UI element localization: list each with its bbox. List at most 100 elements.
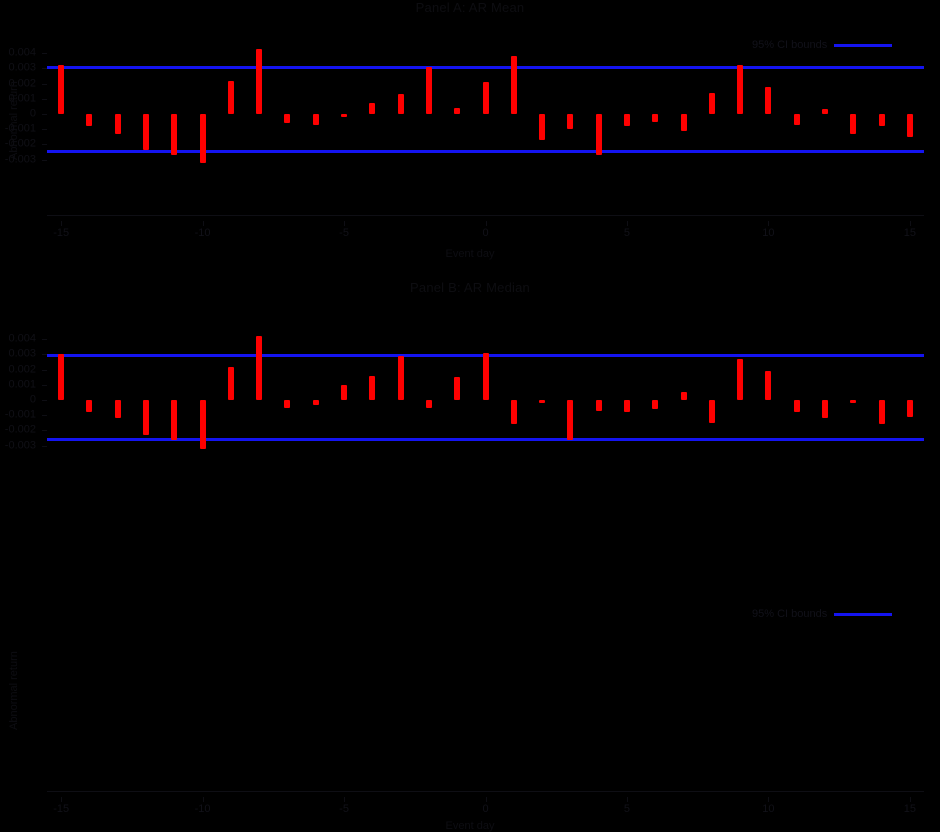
- x-tick-mark: [485, 221, 487, 226]
- bar: [227, 366, 234, 400]
- bar: [765, 371, 772, 400]
- bar: [567, 400, 574, 440]
- y-tick-label: 0: [29, 107, 36, 120]
- bar: [595, 400, 602, 411]
- bar: [510, 56, 517, 114]
- panel-a-x-axis-line: [47, 215, 924, 216]
- panel-b-legend-label: 95% CI bounds: [752, 608, 828, 620]
- x-tick-label: 15: [903, 803, 916, 815]
- panel-a-bars-layer: [47, 38, 924, 190]
- bar: [539, 114, 546, 140]
- y-tick-label: 0.004: [8, 332, 36, 345]
- bar: [143, 114, 150, 151]
- bar: [171, 400, 178, 440]
- x-tick-mark: [61, 221, 63, 226]
- y-tick-mark: [42, 400, 47, 401]
- bar: [256, 336, 263, 400]
- y-tick-label: -0.002: [4, 423, 36, 436]
- x-tick-label: 5: [623, 803, 630, 815]
- y-tick-label: 0: [29, 393, 36, 406]
- bar: [510, 400, 517, 425]
- panel-b-legend-swatch: [834, 612, 893, 616]
- x-tick-mark: [909, 797, 911, 802]
- y-tick-mark: [42, 369, 47, 371]
- bar: [284, 400, 291, 408]
- bar: [850, 400, 857, 404]
- panel-b-title: Panel B: AR Median: [410, 280, 530, 295]
- bar: [58, 354, 65, 400]
- x-tick-label: 0: [482, 803, 489, 815]
- bar: [86, 400, 93, 413]
- bar: [680, 114, 687, 131]
- bar: [227, 80, 234, 114]
- bar: [114, 400, 121, 419]
- y-tick-label: 0.004: [8, 46, 36, 59]
- bar: [737, 65, 744, 114]
- panel-b-x-ticks: -15 -10 -5 0 5 10 15: [0, 797, 940, 817]
- panel-b-y-axis-label: Abnormal return: [8, 651, 20, 730]
- bar: [623, 114, 630, 127]
- x-tick-label: -5: [339, 227, 349, 239]
- bar: [199, 400, 206, 449]
- bar: [652, 400, 659, 410]
- panel-b-x-axis-line: [47, 791, 924, 792]
- bar: [567, 114, 574, 130]
- panel-a-y-axis-label: Abnormal return: [8, 81, 20, 160]
- x-tick-mark: [344, 221, 346, 226]
- panel-b-legend: 95% CI bounds: [752, 605, 893, 623]
- chart-panel-a: Panel A: AR Mean 95% CI bounds 0.004 0.00…: [0, 0, 940, 280]
- bar: [425, 66, 432, 114]
- panel-a-legend-label: 95% CI bounds: [752, 39, 828, 51]
- panel-b-plot-area: [47, 324, 924, 476]
- x-tick-label: -10: [194, 803, 211, 815]
- x-tick-mark: [909, 221, 911, 226]
- bar: [821, 109, 828, 114]
- x-tick-label: -15: [53, 227, 70, 239]
- x-tick-mark: [768, 797, 770, 802]
- x-tick-mark: [202, 221, 204, 226]
- bar: [171, 114, 178, 156]
- bar: [708, 92, 715, 114]
- x-tick-label: -10: [194, 227, 211, 239]
- bar: [454, 107, 461, 114]
- x-tick-mark: [344, 797, 346, 802]
- panel-a-legend: 95% CI bounds: [752, 36, 893, 54]
- y-tick-label: -0.002: [4, 137, 36, 150]
- confidence-band-line-0: [47, 66, 924, 70]
- bar: [341, 114, 348, 118]
- y-tick-mark: [42, 144, 47, 146]
- bar: [312, 114, 319, 125]
- panel-a-x-ticks: -15 -10 -5 0 5 10 15: [0, 221, 940, 241]
- y-tick-label: 0.003: [8, 61, 36, 74]
- panel-a-y-axis: 0.004 0.003 0.002 0.001 0 -0.001 -0.002 -0.003: [0, 38, 47, 190]
- y-tick-mark: [42, 430, 47, 432]
- x-tick-mark: [626, 797, 628, 802]
- y-tick-mark: [42, 415, 47, 417]
- bar: [708, 400, 715, 423]
- bar: [143, 400, 150, 435]
- bar: [652, 114, 659, 122]
- x-tick-label: 5: [623, 227, 630, 239]
- bar: [737, 358, 744, 400]
- y-tick-mark: [42, 129, 47, 131]
- x-tick-mark: [485, 797, 487, 802]
- x-tick-label: 0: [482, 227, 489, 239]
- y-tick-mark: [42, 159, 47, 161]
- panel-b-x-axis-label: Event day: [445, 820, 495, 832]
- bar: [341, 384, 348, 400]
- panel-a-title: Panel A: AR Mean: [415, 0, 525, 15]
- bar: [369, 375, 376, 400]
- bar: [595, 114, 602, 156]
- bar: [482, 82, 489, 114]
- bar: [821, 400, 828, 419]
- bar: [906, 400, 913, 417]
- bar: [793, 114, 800, 125]
- x-tick-mark: [202, 797, 204, 802]
- x-tick-label: 10: [762, 803, 775, 815]
- confidence-band-line-1: [47, 438, 924, 442]
- bar: [312, 400, 319, 405]
- y-tick-mark: [42, 68, 47, 70]
- y-tick-mark: [42, 339, 47, 341]
- bar: [680, 392, 687, 400]
